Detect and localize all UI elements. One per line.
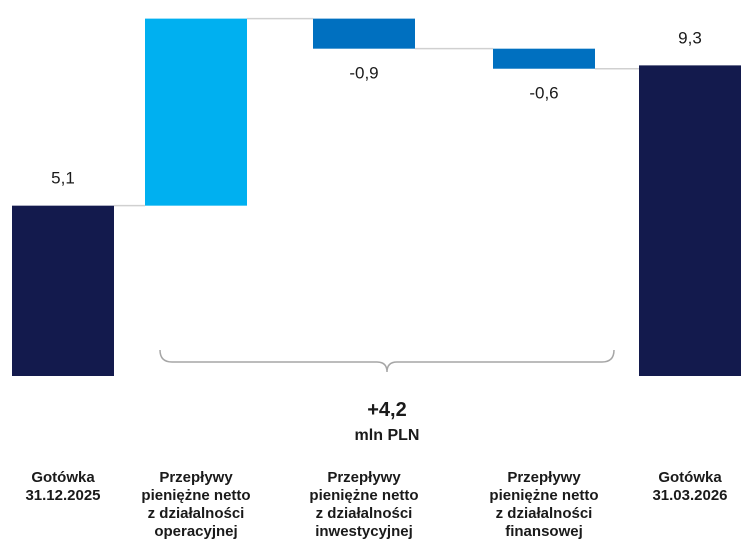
category-label-1: Gotówka 31.12.2025 xyxy=(25,469,100,504)
bar-value-label-1: 5,1 xyxy=(51,169,75,188)
summary-change-unit: mln PLN xyxy=(355,427,420,444)
bar-2 xyxy=(145,18,247,206)
bar-5 xyxy=(639,65,741,376)
category-labels: Gotówka 31.12.2025 Przepływy pieniężne nett… xyxy=(25,469,727,540)
bars xyxy=(12,18,741,376)
summary-change-value: +4,2 xyxy=(367,399,406,421)
bar-value-label-3: -0,9 xyxy=(349,64,378,83)
category-label-4: Przepływy pieniężne netto z działalności fi… xyxy=(489,469,598,540)
summary-brace xyxy=(159,349,615,373)
category-label-2: Przepływy pieniężne netto z działalności op… xyxy=(141,469,250,540)
bar-value-label-5: 9,3 xyxy=(678,28,702,47)
bar-4 xyxy=(493,48,595,69)
bar-1 xyxy=(12,205,114,376)
category-label-3: Przepływy pieniężne netto z działalności in… xyxy=(309,469,418,540)
value-labels: 5,1 5,6 -0,9 -0,6 9,3 xyxy=(51,0,702,188)
bar-value-label-2: 5,6 xyxy=(184,0,208,1)
bar-value-label-4: -0,6 xyxy=(529,84,558,103)
bar-3 xyxy=(313,18,415,49)
category-label-5: Gotówka 31.03.2026 xyxy=(652,469,727,504)
connector-lines xyxy=(114,17,639,207)
